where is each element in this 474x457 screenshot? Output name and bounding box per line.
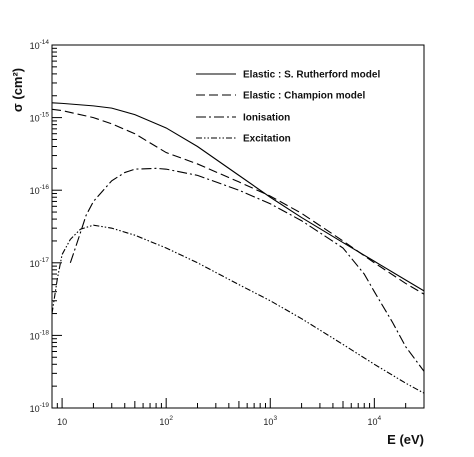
y-tick-label: 10-19 (30, 402, 50, 414)
x-tick-label: 103 (263, 415, 277, 427)
y-tick-label: 10-15 (30, 112, 50, 124)
legend-label: Elastic : Champion model (243, 91, 365, 102)
legend-label: Elastic : S. Rutherford model (243, 70, 380, 81)
series-line-2 (52, 108, 424, 295)
y-axis-title: σ (cm²) (10, 68, 25, 112)
y-tick-label: 10-18 (30, 329, 50, 341)
plot-frame (51, 44, 425, 409)
legend: Elastic : S. Rutherford model Elastic : C… (196, 70, 380, 145)
x-axis-title: E (eV) (387, 432, 424, 447)
axis-ticks (51, 47, 425, 409)
series-line-3 (69, 167, 424, 372)
legend-label: Ionisation (243, 113, 290, 124)
x-tick-label: 104 (368, 415, 382, 427)
y-tick-label: 10-16 (30, 184, 50, 196)
x-tick-labels: 10 102 103 104 (57, 415, 381, 427)
y-tick-label: 10-17 (30, 257, 50, 269)
series-line-4 (52, 224, 424, 394)
x-tick-label: 10 (57, 417, 67, 427)
y-tick-labels: 10-19 10-18 10-17 10-16 10-15 10-14 (30, 39, 50, 414)
series-curves (52, 102, 424, 394)
series-line-1 (52, 102, 424, 292)
legend-label: Excitation (243, 134, 291, 145)
y-tick-label: 10-14 (30, 39, 50, 51)
x-tick-label: 102 (159, 415, 173, 427)
